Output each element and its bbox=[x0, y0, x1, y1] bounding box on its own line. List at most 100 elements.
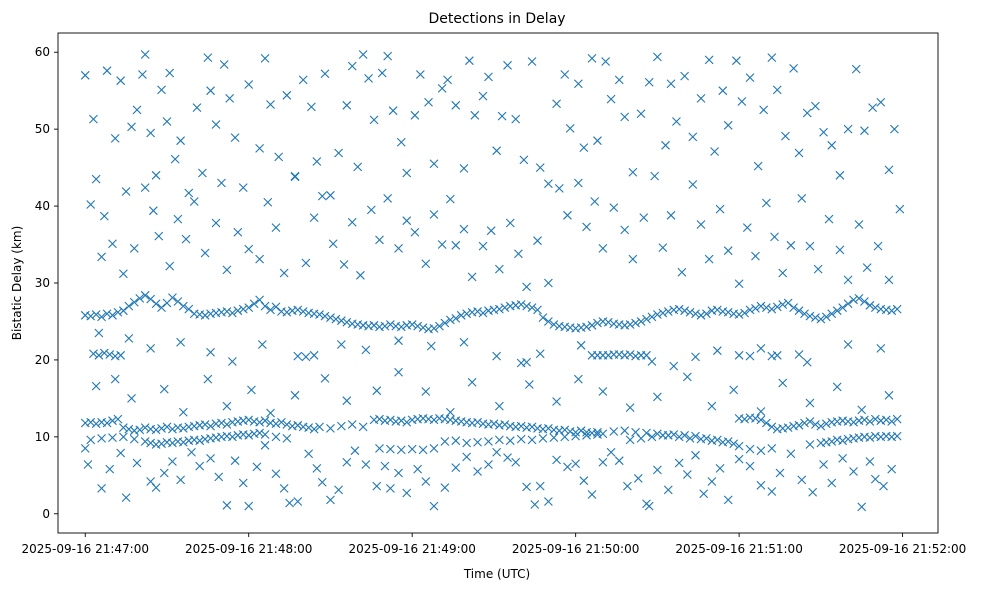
x-tick-label: 2025-09-16 21:50:00 bbox=[512, 542, 639, 556]
data-point bbox=[154, 231, 164, 241]
data-point bbox=[462, 452, 472, 462]
data-point bbox=[484, 437, 493, 446]
data-point bbox=[860, 126, 869, 136]
data-point bbox=[751, 413, 760, 423]
data-point bbox=[890, 124, 899, 134]
data-point bbox=[238, 183, 248, 193]
data-point bbox=[222, 420, 232, 429]
data-point bbox=[102, 66, 112, 76]
data-point bbox=[91, 419, 101, 429]
data-point bbox=[715, 463, 725, 473]
data-point bbox=[644, 501, 654, 511]
data-point bbox=[326, 423, 335, 433]
data-point bbox=[206, 86, 215, 96]
data-point bbox=[870, 474, 880, 484]
data-point bbox=[631, 318, 640, 328]
data-point bbox=[808, 487, 818, 497]
data-point bbox=[881, 415, 891, 425]
data-point bbox=[165, 68, 175, 78]
data-point bbox=[582, 430, 591, 440]
plot-area bbox=[57, 32, 939, 534]
data-point bbox=[680, 430, 690, 440]
data-point bbox=[118, 423, 128, 433]
data-point bbox=[375, 443, 384, 453]
data-point bbox=[851, 64, 861, 74]
y-tick-label: 50 bbox=[35, 122, 50, 136]
data-point bbox=[794, 148, 804, 158]
data-point bbox=[260, 53, 270, 63]
data-point bbox=[467, 377, 477, 387]
data-point bbox=[266, 408, 275, 418]
data-point bbox=[587, 53, 597, 63]
data-point bbox=[132, 105, 142, 115]
data-point bbox=[519, 155, 529, 165]
data-point bbox=[317, 477, 327, 487]
data-point bbox=[887, 306, 897, 316]
x-tick-label: 2025-09-16 21:52:00 bbox=[839, 542, 966, 556]
data-point bbox=[674, 304, 684, 314]
data-point bbox=[756, 415, 766, 425]
data-point bbox=[797, 193, 807, 203]
data-point bbox=[309, 350, 319, 360]
data-point bbox=[402, 216, 412, 226]
data-point bbox=[723, 246, 733, 256]
data-point bbox=[206, 421, 215, 431]
data-point bbox=[740, 414, 749, 424]
data-point bbox=[271, 469, 281, 479]
data-point bbox=[620, 426, 630, 436]
data-point bbox=[129, 434, 139, 444]
data-point bbox=[467, 272, 477, 282]
data-point bbox=[222, 401, 232, 411]
data-point bbox=[740, 308, 749, 318]
data-point bbox=[293, 497, 303, 506]
data-point bbox=[116, 448, 126, 458]
data-point bbox=[279, 268, 289, 278]
data-point bbox=[552, 455, 561, 465]
data-point bbox=[614, 75, 624, 85]
data-point bbox=[413, 321, 423, 331]
data-point bbox=[639, 213, 649, 223]
data-point bbox=[503, 453, 512, 463]
data-point bbox=[375, 414, 384, 424]
data-point bbox=[876, 343, 886, 353]
data-point bbox=[418, 323, 428, 333]
data-point bbox=[396, 322, 406, 332]
data-point bbox=[786, 449, 796, 459]
data-point bbox=[255, 428, 264, 438]
data-point bbox=[342, 457, 352, 467]
data-point bbox=[699, 489, 709, 499]
data-point bbox=[304, 449, 314, 459]
data-point bbox=[148, 206, 158, 216]
data-point bbox=[494, 264, 504, 274]
data-point bbox=[704, 55, 714, 65]
data-point bbox=[429, 210, 439, 219]
data-point bbox=[563, 462, 572, 472]
data-point bbox=[674, 458, 684, 468]
data-point bbox=[293, 351, 303, 361]
data-point bbox=[652, 52, 662, 62]
data-point bbox=[247, 385, 256, 395]
data-point bbox=[560, 70, 570, 79]
data-point bbox=[533, 236, 542, 246]
data-point bbox=[89, 349, 98, 359]
data-point bbox=[642, 314, 651, 324]
data-point bbox=[320, 311, 330, 321]
data-point bbox=[157, 85, 166, 95]
data-point bbox=[778, 378, 788, 388]
data-point bbox=[127, 393, 136, 403]
data-point bbox=[544, 497, 553, 506]
data-point bbox=[459, 163, 469, 173]
data-point bbox=[459, 337, 469, 347]
data-point bbox=[734, 310, 744, 319]
data-point bbox=[500, 303, 510, 313]
data-point bbox=[663, 307, 673, 316]
data-point bbox=[601, 57, 611, 66]
data-point bbox=[582, 222, 591, 232]
data-point bbox=[151, 170, 161, 180]
data-point bbox=[767, 304, 777, 314]
data-point bbox=[369, 320, 379, 330]
data-point bbox=[110, 133, 120, 143]
data-point bbox=[492, 351, 502, 361]
data-point bbox=[571, 459, 581, 469]
data-point bbox=[244, 303, 254, 313]
